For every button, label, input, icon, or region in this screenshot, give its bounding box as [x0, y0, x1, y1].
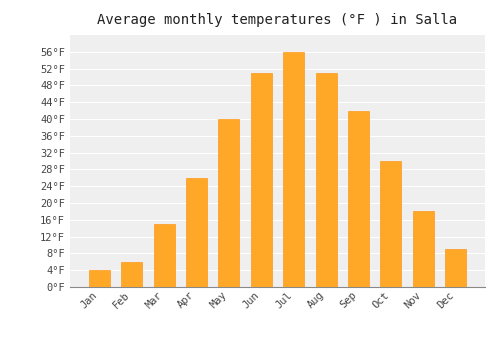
Title: Average monthly temperatures (°F ) in Salla: Average monthly temperatures (°F ) in Sa…	[98, 13, 458, 27]
Bar	[445, 249, 466, 287]
Bar	[121, 262, 142, 287]
Bar	[283, 52, 304, 287]
Bar	[380, 161, 402, 287]
Bar	[412, 211, 434, 287]
Bar	[316, 73, 336, 287]
Bar	[348, 111, 369, 287]
Bar	[186, 178, 207, 287]
Bar	[89, 270, 110, 287]
Bar	[154, 224, 174, 287]
Bar	[251, 73, 272, 287]
Bar	[218, 119, 240, 287]
